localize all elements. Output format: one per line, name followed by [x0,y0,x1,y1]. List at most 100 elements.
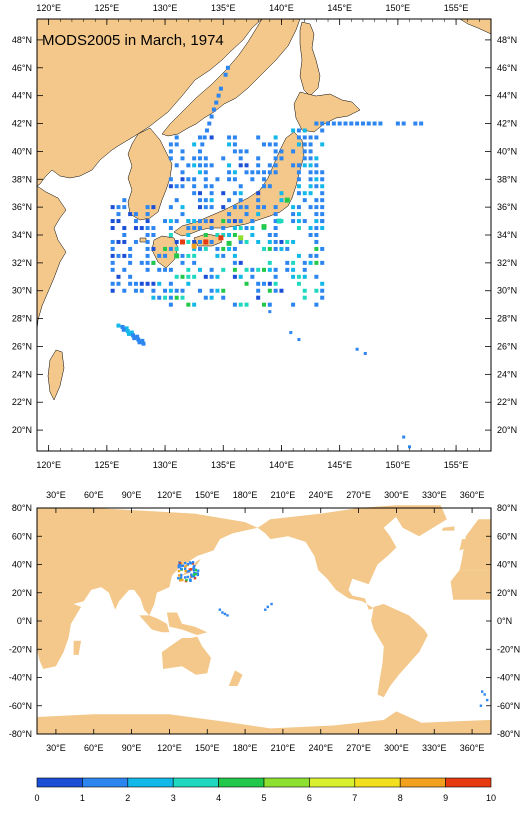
lon-label-top: 330°E [422,490,447,500]
obs-cell [302,267,307,272]
obs-cell [256,281,261,286]
obs-cell [250,267,255,272]
obs-cell [151,246,156,251]
obs-cell [151,281,156,286]
obs-cell [308,170,313,175]
obs-cell [262,267,266,272]
obs-cell [151,205,156,210]
obs-cell [168,288,173,293]
obs-cell [168,142,173,147]
obs-cell [238,219,243,224]
obs-cell [197,198,202,203]
obs-cell [262,184,266,189]
colorbar-label: 5 [261,793,266,803]
obs-cell [273,205,278,210]
lon-label-bottom: 135°E [211,460,236,470]
obs-cell [179,567,183,571]
lat-label-left: 28°N [12,314,32,324]
regional-map-ticks [37,19,491,451]
obs-cell [302,135,307,140]
lon-label-bottom: 360°E [460,743,485,753]
obs-cell [168,281,173,286]
obs-cell [209,274,214,279]
obs-cell [314,219,319,224]
lat-label-right: -80°N [497,729,520,739]
obs-cell [238,191,243,196]
obs-cell [181,564,185,567]
obs-cell [174,253,180,259]
obs-cell [244,302,249,307]
lon-label-top: 210°E [271,490,296,500]
obs-cell [480,690,484,693]
lon-label-bottom: 60°E [84,743,104,753]
obs-cell [110,226,115,231]
obs-cell [232,274,237,279]
indonesia-west [139,615,170,633]
obs-cell [197,288,202,293]
obs-cell [122,288,127,293]
obs-cell [209,198,214,203]
lat-label-right: 40°N [497,146,517,156]
obs-cell [302,149,307,154]
obs-cell [145,253,150,258]
obs-cell [273,142,278,147]
obs-cell [302,219,307,224]
obs-cell [181,578,184,582]
obs-cell [395,121,400,126]
obs-cell [186,274,191,279]
obs-cell [151,233,156,237]
obs-cell [238,156,243,161]
lon-label-top: 30°E [46,490,66,500]
lat-label-right: 60°N [497,531,517,541]
obs-cell [314,163,319,168]
obs-cell [122,198,127,203]
obs-cell [238,184,243,189]
obs-cell [320,246,325,251]
obs-cell [197,246,202,251]
obs-cell [256,267,261,272]
obs-cell [279,156,284,161]
obs-cell [291,274,296,279]
obs-cell [163,219,168,224]
obs-cell [221,156,226,161]
obs-cell [221,253,226,258]
obs-cell [262,142,266,147]
obs-cell [267,142,272,147]
obs-cell [244,170,249,175]
obs-cell [192,177,197,182]
obs-cell [227,246,232,251]
global-map: 30°E 30°E 60°E 60°E 90°E 90°E 120°E 120°E 150°E 1… [9,490,520,753]
obs-cell [296,191,301,196]
lon-label-top: 90°E [122,490,142,500]
obs-cell [267,246,272,251]
obs-cell [192,253,197,258]
lat-label-left: 46°N [12,63,32,73]
obs-cell [308,142,313,147]
obs-cell [180,253,185,258]
obs-cell [215,288,220,293]
obs-cell [190,573,193,576]
colorbar-swatch [172,777,219,788]
lon-label-bottom: 150°E [386,460,411,470]
obs-cell [151,226,156,231]
obs-cell [401,121,406,126]
obs-cell [180,177,185,182]
obs-cell [185,578,188,582]
obs-cell [110,219,115,224]
europe-wrap-landmass [459,519,491,571]
obs-cell [273,233,278,237]
obs-cell [244,267,249,272]
obs-cell [363,351,367,355]
obs-cell [174,219,179,224]
lat-label-left: 40°N [12,146,32,156]
lat-label-right: 22°N [497,397,517,407]
global-land [37,505,491,734]
lon-label-top: 135°E [211,3,236,13]
obs-cell [145,219,150,224]
obs-cell [232,253,237,258]
obs-cell [296,184,301,189]
obs-cell [207,121,212,126]
colorbar-swatch [36,777,83,788]
obs-cell [238,235,244,241]
obs-cell [223,612,227,616]
